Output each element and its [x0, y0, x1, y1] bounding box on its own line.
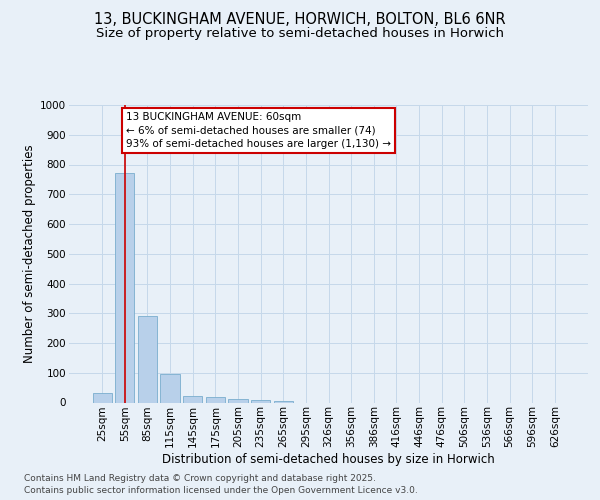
X-axis label: Distribution of semi-detached houses by size in Horwich: Distribution of semi-detached houses by …	[162, 453, 495, 466]
Bar	[251, 400, 270, 402]
Y-axis label: Number of semi-detached properties: Number of semi-detached properties	[23, 144, 36, 363]
Bar	[160, 374, 180, 402]
Text: Contains HM Land Registry data © Crown copyright and database right 2025.
Contai: Contains HM Land Registry data © Crown c…	[24, 474, 418, 495]
Bar	[183, 396, 202, 402]
Bar	[206, 398, 225, 402]
Bar	[138, 316, 157, 402]
Text: Size of property relative to semi-detached houses in Horwich: Size of property relative to semi-detach…	[96, 28, 504, 40]
Text: 13 BUCKINGHAM AVENUE: 60sqm
← 6% of semi-detached houses are smaller (74)
93% of: 13 BUCKINGHAM AVENUE: 60sqm ← 6% of semi…	[126, 112, 391, 149]
Text: 13, BUCKINGHAM AVENUE, HORWICH, BOLTON, BL6 6NR: 13, BUCKINGHAM AVENUE, HORWICH, BOLTON, …	[94, 12, 506, 28]
Bar	[115, 174, 134, 402]
Bar	[92, 392, 112, 402]
Bar	[229, 399, 248, 402]
